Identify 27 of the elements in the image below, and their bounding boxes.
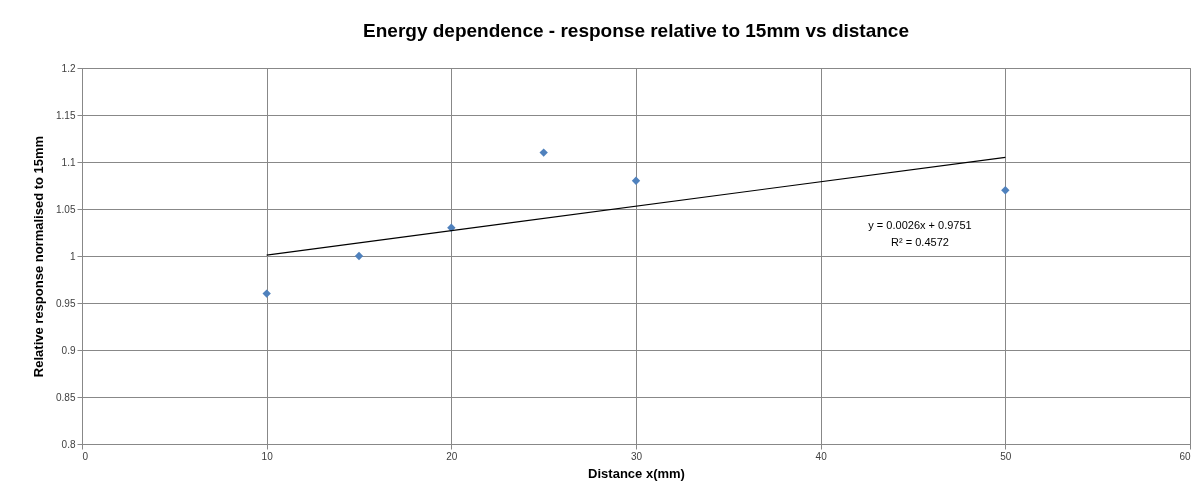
y-tick-label: 0.95 (56, 297, 76, 309)
point (539, 148, 548, 157)
y-tick-label: 1.15 (56, 109, 76, 121)
point (631, 176, 641, 185)
x-tick-label: 30 (630, 450, 643, 462)
y-tick-label: 0.8 (61, 438, 76, 450)
x-axis-title: Distance x(mm) (588, 465, 685, 481)
x-tick-label: 20 (446, 450, 458, 462)
chart-title: Energy dependence - response relative to 15mm vs distance (363, 20, 909, 41)
point (354, 251, 364, 261)
point (447, 223, 456, 232)
annotation: R² = 0.4572 (891, 236, 949, 248)
y-axis-title: Relative response normalised to 15mm (31, 135, 47, 378)
y-tick-label: 0.9 (61, 344, 76, 356)
y-tick-label: 1 (69, 250, 76, 262)
y-tick-label: 1.1 (61, 156, 76, 168)
y-tick-label: 1.05 (56, 203, 76, 215)
point (262, 289, 271, 298)
annotation: y = 0.0026x + 0.9751 (868, 219, 972, 231)
y-tick-label: 1.2 (61, 62, 76, 74)
x-tick-label: 40 (815, 450, 828, 462)
x-tick-label: 0 (82, 450, 89, 462)
y-tick-label: 0.85 (56, 391, 76, 403)
point (1001, 186, 1010, 195)
x-tick-label: 60 (1179, 450, 1191, 462)
x-tick-label: 10 (261, 450, 274, 462)
x-tick-label: 50 (1000, 450, 1012, 462)
